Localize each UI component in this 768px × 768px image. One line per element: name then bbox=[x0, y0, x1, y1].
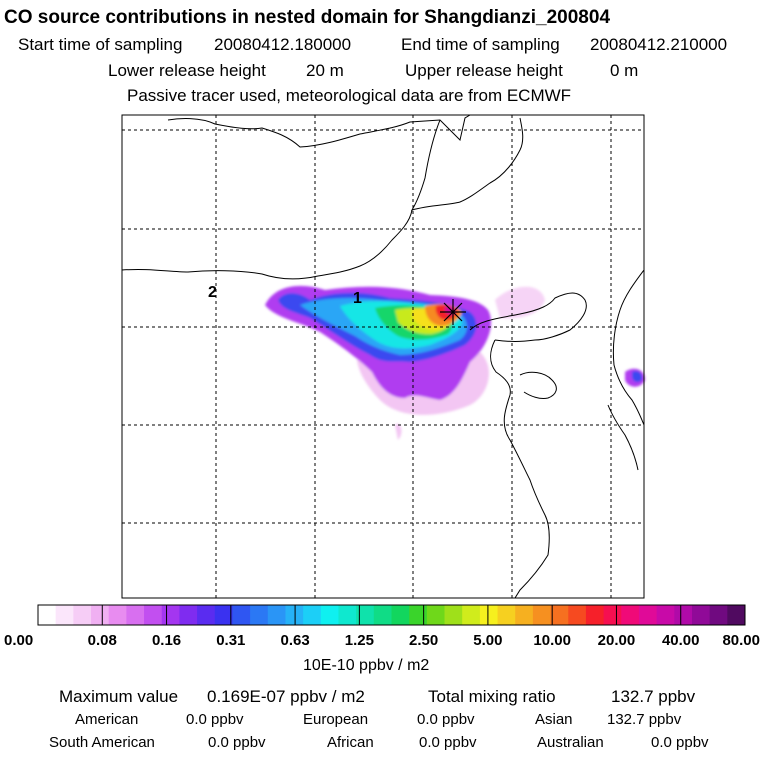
region-name: African bbox=[327, 734, 374, 751]
region-name: Asian bbox=[535, 711, 573, 728]
colorbar-swatch bbox=[126, 605, 145, 625]
colorbar-swatch bbox=[232, 605, 251, 625]
colorbar-swatch bbox=[338, 605, 357, 625]
upper-height-value: 0 m bbox=[610, 61, 639, 80]
region-name: Australian bbox=[537, 734, 604, 751]
colorbar-tick-label: 1.25 bbox=[345, 632, 374, 649]
colorbar-swatch bbox=[638, 605, 658, 625]
colorbar-swatch bbox=[691, 605, 711, 625]
coastlines bbox=[121, 114, 645, 599]
colorbar-swatch bbox=[674, 605, 693, 625]
map-frame bbox=[121, 114, 645, 599]
region-name: European bbox=[303, 711, 369, 728]
colorbar-swatch bbox=[38, 605, 57, 625]
region-value: 132.7 ppbv bbox=[607, 711, 682, 728]
upper-height-label: Upper release height bbox=[405, 61, 563, 80]
colorbar-swatch bbox=[108, 605, 127, 625]
region-name: South American bbox=[49, 734, 155, 751]
star-cross-icon bbox=[440, 299, 466, 325]
colorbar-swatch bbox=[497, 605, 516, 625]
region-name: American bbox=[75, 711, 139, 728]
colorbar-swatch bbox=[709, 605, 728, 625]
colorbar-swatch bbox=[391, 605, 410, 625]
colorbar-swatch bbox=[197, 605, 216, 625]
end-time-value: 20080412.210000 bbox=[590, 35, 728, 54]
colorbar-tick-label: 40.00 bbox=[662, 632, 700, 649]
colorbar-swatch bbox=[568, 605, 587, 625]
colorbar-tick-label: 0.31 bbox=[216, 632, 245, 649]
colorbar-swatch bbox=[727, 605, 746, 625]
colorbar-swatch bbox=[585, 605, 605, 625]
colorbar-swatch bbox=[462, 605, 481, 625]
colorbar-tick-label: 20.00 bbox=[598, 632, 636, 649]
colorbar-swatch bbox=[73, 605, 92, 625]
max-value-label: Maximum value bbox=[59, 687, 179, 706]
colorbar-swatch bbox=[285, 605, 304, 625]
colorbar-swatch bbox=[479, 605, 499, 625]
colorbar-swatch bbox=[550, 605, 569, 625]
colorbar-tick-label: 0.16 bbox=[152, 632, 181, 649]
colorbar-swatch bbox=[267, 605, 286, 625]
colorbar-swatch bbox=[426, 605, 446, 625]
colorbar-swatch bbox=[55, 605, 74, 625]
colorbar-swatch bbox=[320, 605, 339, 625]
colorbar-swatch bbox=[161, 605, 180, 625]
end-time-label: End time of sampling bbox=[401, 35, 560, 54]
lower-height-value: 20 m bbox=[306, 61, 344, 80]
colorbar-swatch bbox=[250, 605, 269, 625]
colorbar-tick-label: 80.00 bbox=[722, 632, 760, 649]
colorbar-swatch bbox=[444, 605, 463, 625]
lower-height-label: Lower release height bbox=[108, 61, 266, 80]
colorbar-tick-label: 5.00 bbox=[473, 632, 502, 649]
max-value: 0.169E-07 ppbv / m2 bbox=[207, 687, 365, 706]
concentration-plume bbox=[265, 285, 645, 440]
colorbar-swatch bbox=[532, 605, 552, 625]
colorbar-ticks: 0.00 0.08 0.16 0.31 0.63 1.25 2.50 5.00 10.00 20.… bbox=[4, 605, 760, 649]
region-value: 0.0 ppbv bbox=[419, 734, 477, 751]
colorbar-tick-label: 0.08 bbox=[88, 632, 117, 649]
colorbar-swatches bbox=[38, 605, 746, 625]
region-value: 0.0 ppbv bbox=[208, 734, 266, 751]
plot-title: CO source contributions in nested domain… bbox=[4, 7, 611, 28]
colorbar-swatch bbox=[356, 605, 375, 625]
colorbar-swatch bbox=[603, 605, 622, 625]
colorbar-swatch bbox=[656, 605, 675, 625]
start-time-value: 20080412.180000 bbox=[214, 35, 352, 54]
colorbar-swatch bbox=[214, 605, 233, 625]
colorbar-swatch bbox=[515, 605, 534, 625]
trajectory-marker-1: 1 bbox=[353, 290, 362, 307]
colorbar-swatch bbox=[373, 605, 392, 625]
colorbar-swatch bbox=[621, 605, 640, 625]
colorbar-tick-label: 2.50 bbox=[409, 632, 438, 649]
total-mixing-ratio-value: 132.7 ppbv bbox=[611, 687, 696, 706]
colorbar-swatch bbox=[91, 605, 110, 625]
colorbar-unit: 10E-10 ppbv / m2 bbox=[303, 657, 430, 674]
start-time-label: Start time of sampling bbox=[18, 35, 183, 54]
colorbar-swatch bbox=[303, 605, 322, 625]
colorbar-swatch bbox=[409, 605, 428, 625]
colorbar-tick-label: 0.63 bbox=[280, 632, 309, 649]
data-source-note: Passive tracer used, meteorological data… bbox=[127, 86, 572, 105]
total-mixing-ratio-label: Total mixing ratio bbox=[428, 687, 556, 706]
lat-lon-grid bbox=[122, 115, 644, 598]
colorbar-tick-label: 0.00 bbox=[4, 632, 33, 649]
colorbar-swatch bbox=[144, 605, 163, 625]
region-value: 0.0 ppbv bbox=[186, 711, 244, 728]
region-value: 0.0 ppbv bbox=[651, 734, 709, 751]
colorbar-swatch bbox=[179, 605, 198, 625]
colorbar-tick-label: 10.00 bbox=[533, 632, 571, 649]
region-value: 0.0 ppbv bbox=[417, 711, 475, 728]
trajectory-marker-2: 2 bbox=[208, 284, 217, 301]
